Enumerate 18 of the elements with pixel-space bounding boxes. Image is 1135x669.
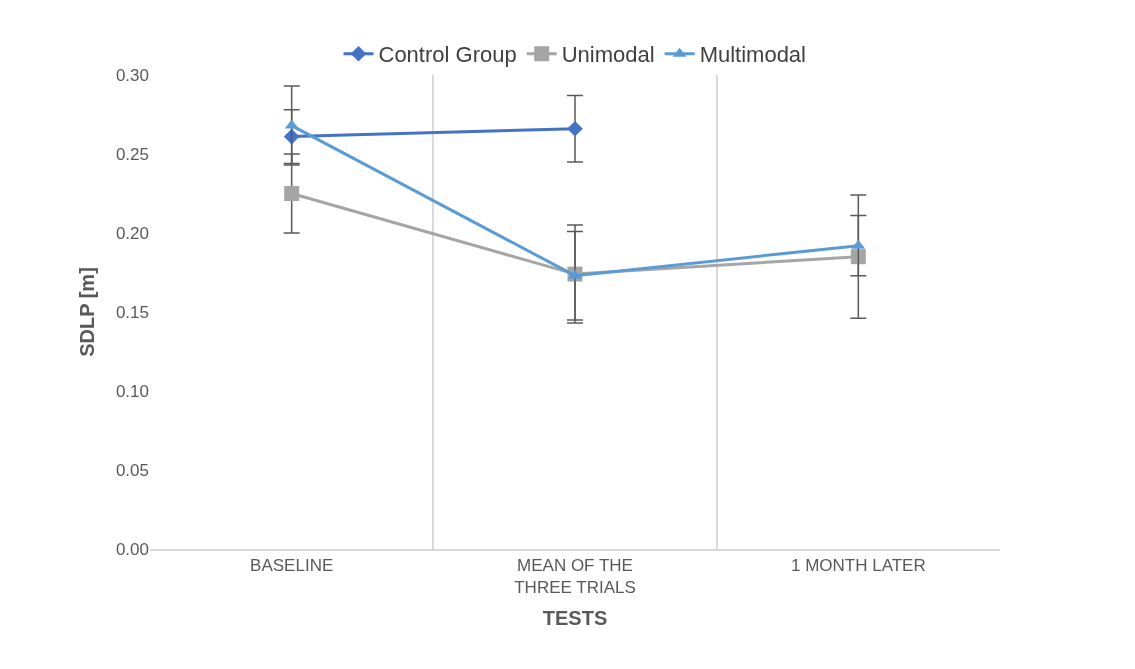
legend-label: Multimodal <box>699 42 806 68</box>
point <box>284 186 300 201</box>
y-tick-label: 0.25 <box>115 144 149 164</box>
legend-label: Unimodal <box>561 42 655 68</box>
y-tick-label: 0.10 <box>115 381 149 401</box>
y-axis-title: SDLP [m] <box>76 267 99 357</box>
y-tick-label: 0.20 <box>115 223 149 243</box>
x-tick-label: 1 MONTH LATER <box>790 556 926 576</box>
x-tick-label: MEAN OF THE THREE TRIALS <box>514 556 636 598</box>
legend-label: Control Group <box>378 42 517 68</box>
point <box>567 120 583 137</box>
y-tick-label: 0.00 <box>115 539 149 559</box>
y-tick-label: 0.30 <box>115 65 149 85</box>
y-tick-label: 0.05 <box>115 460 149 480</box>
x-tick-label: BASELINE <box>250 556 334 576</box>
point <box>850 249 866 265</box>
y-tick-label: 0.15 <box>115 302 149 322</box>
x-axis-title: TESTS <box>542 607 608 630</box>
